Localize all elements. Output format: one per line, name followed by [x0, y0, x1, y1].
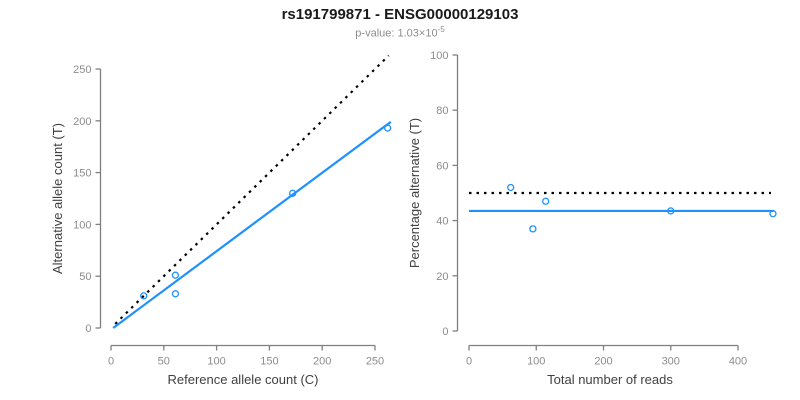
y-tick-label: 0 [442, 326, 448, 338]
x-tick-label: 200 [594, 356, 612, 368]
percentage-alternative-plot: 0 20 40 60 80 100 0 100 200 300 400 Total number of… [407, 50, 777, 387]
data-point [171, 290, 180, 298]
y-axis-title: Alternative allele count (T) [50, 123, 65, 274]
y-tick-label: 100 [73, 219, 91, 231]
x-tick-label: 100 [207, 356, 225, 368]
y-tick-label: 250 [73, 64, 91, 76]
data-point [171, 271, 180, 279]
y-tick-label: 60 [436, 160, 448, 172]
data-point [140, 292, 148, 300]
x-axis-title: Total number of reads [547, 372, 673, 387]
x-tick-label: 50 [158, 356, 170, 368]
data-point [667, 207, 675, 215]
y-tick-label: 0 [85, 323, 91, 335]
y-tick-label: 200 [73, 116, 91, 128]
y-tick-label: 80 [436, 105, 448, 117]
x-tick-label: 300 [662, 356, 680, 368]
y-tick-label: 50 [79, 271, 91, 283]
pvalue-exponent: -5 [437, 25, 445, 34]
y-tick-label: 40 [436, 216, 448, 228]
x-tick-label: 0 [466, 356, 472, 368]
y-tick-label: 100 [430, 50, 448, 62]
data-point [769, 210, 777, 218]
x-tick-label: 100 [527, 356, 545, 368]
x-tick-label: 200 [313, 356, 331, 368]
x-tick-label: 150 [260, 356, 278, 368]
pvalue-text: p-value: 1.03×10 [355, 27, 438, 40]
allele-counts-plot: 0 50 100 150 200 250 0 50 100 150 200 250 Reference … [50, 54, 392, 387]
x-tick-label: 0 [108, 356, 114, 368]
data-point [384, 124, 392, 132]
data-point [542, 197, 550, 205]
y-axis-title: Percentage alternative (T) [407, 118, 422, 268]
x-tick-label: 250 [366, 356, 384, 368]
figure-title: rs191799871 - ENSG00000129103 [281, 6, 519, 23]
data-point [529, 225, 537, 233]
y-tick-label: 20 [436, 271, 448, 283]
data-point [507, 183, 515, 192]
identity-line [114, 54, 390, 325]
x-tick-label: 400 [729, 356, 747, 368]
pvalue-subtitle: p-value: 1.03×10-5 [0, 25, 800, 40]
fit-line [112, 120, 392, 329]
y-tick-label: 150 [73, 168, 91, 180]
x-axis-title: Reference allele count (C) [167, 372, 318, 387]
data-point [288, 189, 297, 197]
